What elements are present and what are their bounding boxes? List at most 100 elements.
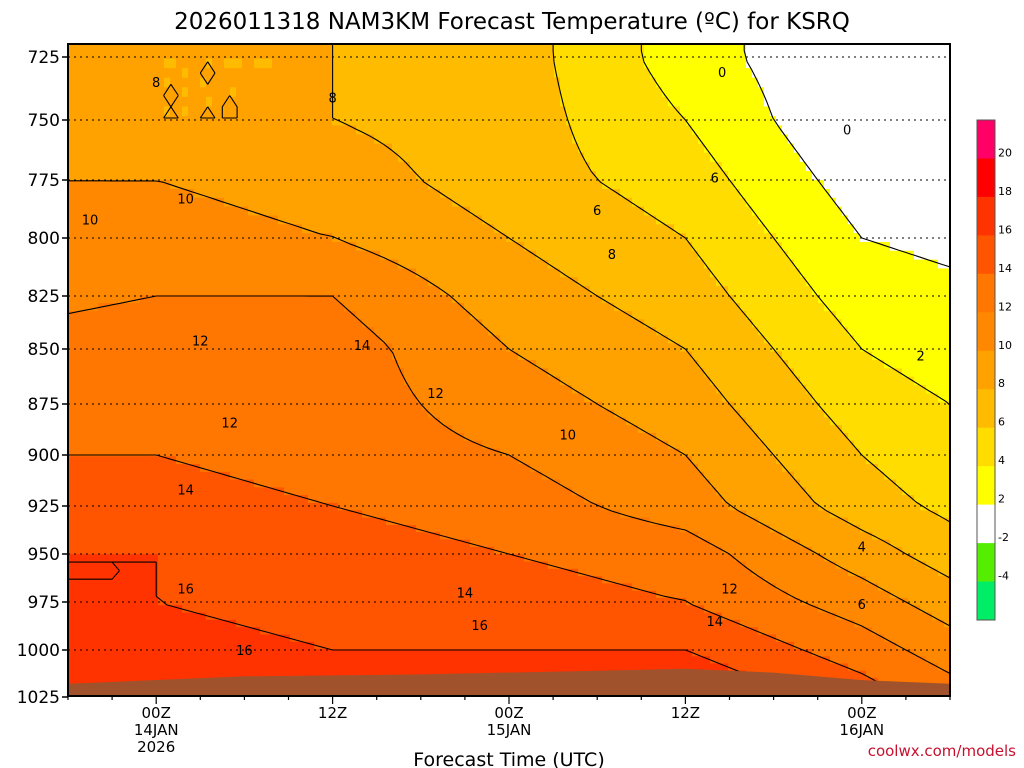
temperature-cell [332,206,339,217]
temperature-cell [284,143,291,154]
temperature-cell [362,294,369,304]
temperature-cell [464,259,471,270]
temperature-cell [296,215,303,225]
temperature-cell [98,143,105,154]
temperature-cell [938,250,945,261]
temperature-cell [734,250,741,261]
temperature-cell [716,233,723,243]
temperature-cell [476,189,483,199]
temperature-cell [284,277,291,287]
temperature-cell [578,233,585,243]
temperature-cell [908,206,915,217]
temperature-cell [860,259,867,270]
temperature-cell [170,294,177,304]
temperature-cell [734,241,741,252]
temperature-cell [704,143,711,154]
temperature-cell [776,171,783,181]
temperature-cell [92,277,99,287]
temperature-cell [542,189,549,199]
temperature-cell [524,48,531,60]
temperature-cell [614,277,621,287]
temperature-cell [806,143,813,154]
temperature-cell [524,215,531,225]
temperature-cell [752,294,759,304]
temperature-cell [668,250,675,261]
temperature-cell [440,233,447,243]
temperature-cell [398,87,405,98]
temperature-cell [536,197,543,208]
temperature-cell [500,171,507,181]
temperature-cell [320,311,327,320]
temperature-cell [236,48,243,60]
temperature-cell [578,215,585,225]
temperature-cell [290,171,297,181]
temperature-cell [830,48,837,60]
temperature-cell [314,259,321,270]
temperature-cell [686,48,693,60]
temperature-cell [242,206,249,217]
temperature-cell [338,143,345,154]
temperature-cell [650,96,657,108]
temperature-cell [830,286,837,296]
temperature-cell [548,152,555,163]
temperature-cell [506,189,513,199]
temperature-cell [194,311,201,320]
temperature-cell [644,206,651,217]
temperature-cell [716,44,723,50]
temperature-cell [776,215,783,225]
temperature-cell [842,48,849,60]
temperature-cell [164,68,171,79]
temperature-cell [482,87,489,98]
temperature-cell [812,327,819,336]
temperature-cell [938,180,945,190]
temperature-cell [806,250,813,261]
temperature-cell [884,197,891,208]
temperature-cell [242,224,249,234]
temperature-cell [176,286,183,296]
temperature-cell [914,189,921,199]
temperature-cell [524,116,531,126]
temperature-cell [104,250,111,261]
temperature-cell [656,277,663,287]
temperature-cell [272,224,279,234]
temperature-cell [596,106,603,117]
temperature-cell [494,241,501,252]
temperature-cell [74,250,81,261]
temperature-cell [326,327,333,336]
temperature-cell [758,96,765,108]
temperature-cell [710,189,717,199]
temperature-cell [806,286,813,296]
temperature-cell [788,68,795,79]
temperature-cell [890,277,897,287]
temperature-cell [254,319,261,328]
temperature-cell [806,96,813,108]
temperature-cell [176,58,183,69]
temperature-cell [350,250,357,261]
temperature-cell [332,77,339,88]
temperature-cell [290,224,297,234]
temperature-cell [686,303,693,312]
temperature-cell [254,335,261,345]
temperature-cell [266,161,273,172]
temperature-cell [650,180,657,190]
temperature-cell [236,286,243,296]
temperature-cell [332,189,339,199]
temperature-cell [230,152,237,163]
temperature-cell [896,77,903,88]
temperature-cell [668,241,675,252]
temperature-cell [524,77,531,88]
temperature-cell [254,152,261,163]
temperature-cell [320,96,327,108]
temperature-cell [446,171,453,181]
temperature-cell [896,241,903,252]
temperature-cell [344,48,351,60]
temperature-cell [848,152,855,163]
temperature-cell [902,44,909,50]
temperature-cell [470,277,477,287]
temperature-cell [68,215,75,225]
temperature-cell [278,125,285,136]
temperature-cell [824,268,831,278]
temperature-cell [254,224,261,234]
temperature-cell [452,180,459,190]
temperature-cell [254,286,261,296]
